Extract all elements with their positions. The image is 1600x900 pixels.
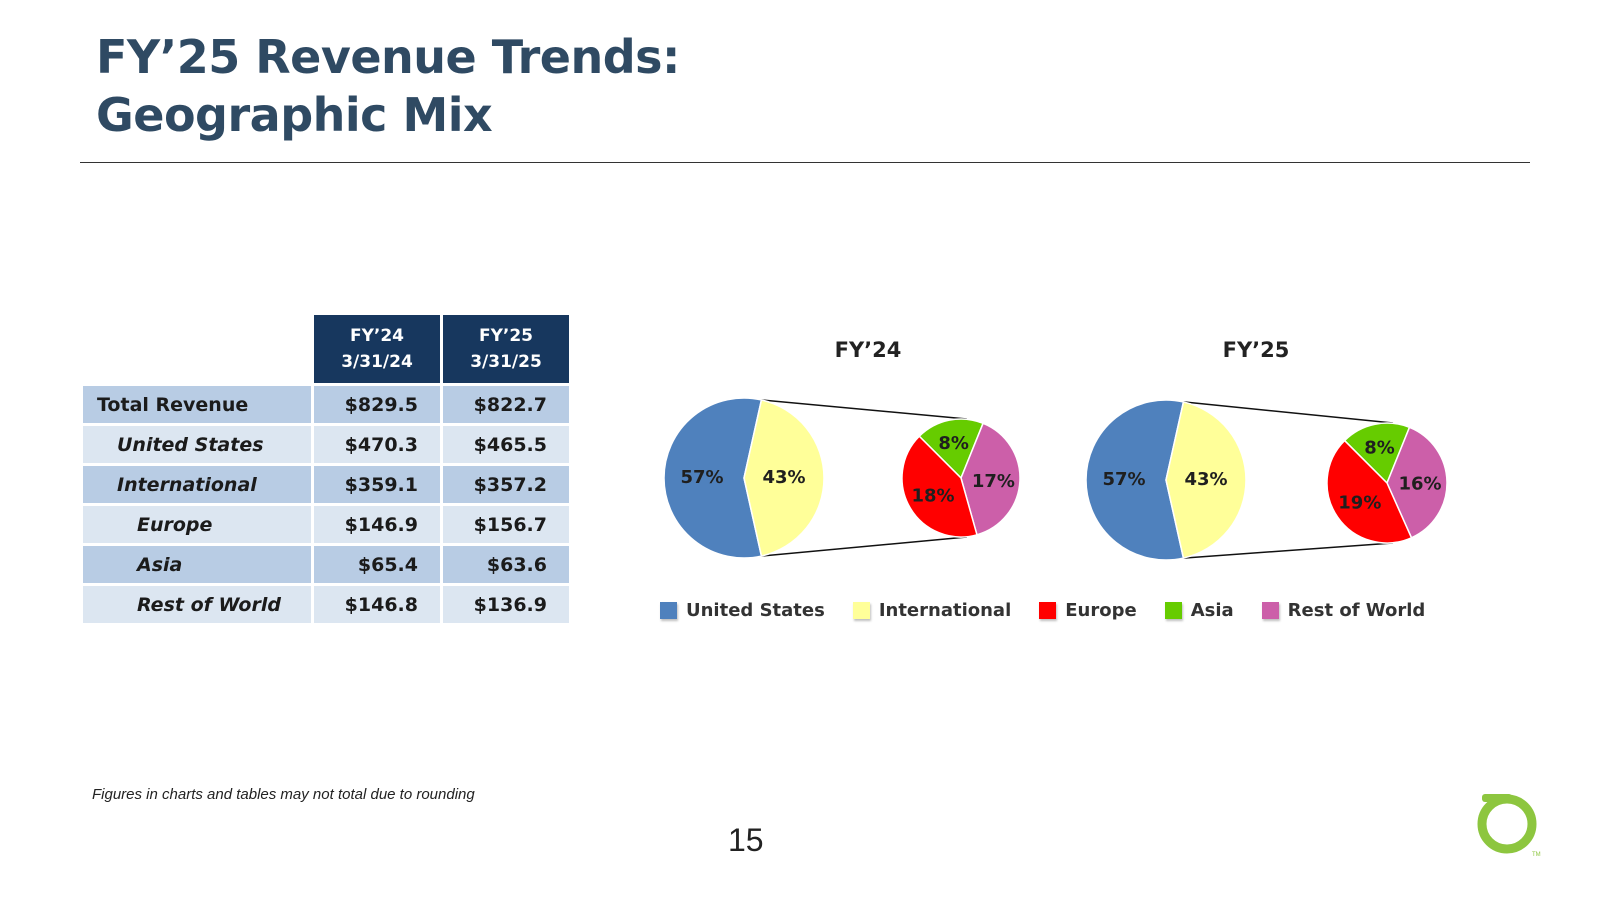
connector-top-fy25	[1183, 401, 1394, 424]
cell-row-fy25: $136.9	[443, 586, 569, 623]
row-label-international: International	[83, 466, 311, 503]
connector-top-fy24	[761, 399, 967, 420]
slice-rest-of-world-fy25	[1386, 426, 1448, 539]
revenue-table: FY’24 3/31/24 FY’25 3/31/25 Total Revenu…	[80, 312, 572, 626]
legend-label-international: International	[878, 600, 1012, 621]
table-row: Asia $65.4 $63.6	[83, 546, 569, 583]
cell-total-fy24: $829.5	[314, 386, 440, 423]
legend-label-rest-of-world: Rest of World	[1287, 600, 1426, 621]
cell-intl-fy25: $357.2	[443, 466, 569, 503]
row-label-united-states: United States	[83, 426, 311, 463]
title-divider	[80, 162, 1530, 163]
header-fy24: FY’24 3/31/24	[314, 315, 440, 383]
label-asia-fy25: 8%	[1364, 438, 1395, 459]
slice-europe-fy25	[1326, 439, 1413, 544]
table-row: Total Revenue $829.5 $822.7	[83, 386, 569, 423]
label-rest-of-world-fy25: 16%	[1398, 473, 1441, 494]
label-united-states-fy24: 57%	[680, 467, 723, 488]
table-row: Rest of World $146.8 $136.9	[83, 586, 569, 623]
legend-item-rest-of-world: Rest of World	[1261, 600, 1426, 621]
legend-item-international: International	[852, 600, 1012, 621]
title-line-2: Geographic Mix	[96, 88, 493, 142]
label-europe-fy24: 18%	[911, 485, 954, 506]
page-number: 15	[728, 822, 764, 858]
header-fy25: FY’25 3/31/25	[443, 315, 569, 383]
cell-us-fy25: $465.5	[443, 426, 569, 463]
label-europe-fy25: 19%	[1338, 493, 1381, 514]
table-row: United States $470.3 $465.5	[83, 426, 569, 463]
cell-asia-fy24: $65.4	[314, 546, 440, 583]
label-international-fy24: 43%	[762, 467, 805, 488]
logo-tm: TM	[1532, 852, 1541, 858]
cell-us-fy24: $470.3	[314, 426, 440, 463]
header-fy24-period: FY’24	[349, 326, 405, 346]
header-fy25-date: 3/31/25	[470, 352, 542, 372]
row-label-rest-of-world: Rest of World	[83, 586, 311, 623]
cell-intl-fy24: $359.1	[314, 466, 440, 503]
table-row: International $359.1 $357.2	[83, 466, 569, 503]
cell-total-fy25: $822.7	[443, 386, 569, 423]
slice-international-fy25	[1165, 401, 1247, 559]
header-fy24-date: 3/31/24	[341, 352, 413, 372]
legend-swatch-asia	[1164, 602, 1182, 619]
legend-label-us: United States	[686, 600, 825, 621]
label-united-states-fy25: 57%	[1102, 469, 1145, 490]
header-fy25-period: FY’25	[478, 326, 534, 346]
legend-label-asia: Asia	[1190, 600, 1234, 621]
chart-title-fy25: FY’25	[1222, 338, 1290, 362]
legend-swatch-rest-of-world	[1261, 602, 1279, 619]
legend-label-europe: Europe	[1065, 600, 1137, 621]
legend-item-us: United States	[660, 600, 825, 621]
row-label-asia: Asia	[83, 546, 311, 583]
slice-rest-of-world-fy24	[960, 422, 1021, 536]
table-header-row: FY’24 3/31/24 FY’25 3/31/25	[83, 315, 569, 383]
row-label-total-revenue: Total Revenue	[83, 386, 311, 423]
cell-asia-fy25: $63.6	[443, 546, 569, 583]
cell-europe-fy24: $146.9	[314, 506, 440, 543]
legend-swatch-europe	[1039, 602, 1057, 619]
legend-item-europe: Europe	[1039, 600, 1137, 621]
cell-europe-fy25: $156.7	[443, 506, 569, 543]
connector-bottom-fy25	[1183, 542, 1394, 559]
table-row: Europe $146.9 $156.7	[83, 506, 569, 543]
slice-europe-fy24	[901, 435, 978, 538]
legend-swatch-us	[660, 602, 677, 619]
chart-legend: United States International Europe Asia …	[660, 600, 1453, 621]
legend-item-asia: Asia	[1164, 600, 1234, 621]
cell-row-fy24: $146.8	[314, 586, 440, 623]
slide-title: FY’25 Revenue Trends: Geographic Mix	[96, 28, 680, 144]
label-rest-of-world-fy24: 17%	[972, 471, 1015, 492]
slice-asia-fy25	[1343, 422, 1411, 485]
slice-united-states-fy24	[663, 397, 763, 559]
slice-asia-fy24	[918, 418, 985, 480]
slice-international-fy24	[743, 399, 825, 557]
row-label-europe: Europe	[83, 506, 311, 543]
legend-swatch-international	[852, 602, 870, 619]
label-international-fy25: 43%	[1184, 469, 1227, 490]
company-logo-icon: TM	[1477, 794, 1541, 858]
slice-united-states-fy25	[1085, 399, 1185, 561]
footnote: Figures in charts and tables may not tot…	[92, 786, 475, 803]
title-line-1: FY’25 Revenue Trends:	[96, 30, 680, 84]
label-asia-fy24: 8%	[938, 433, 969, 454]
chart-title-fy24: FY’24	[834, 338, 902, 362]
connector-bottom-fy24	[761, 536, 967, 557]
